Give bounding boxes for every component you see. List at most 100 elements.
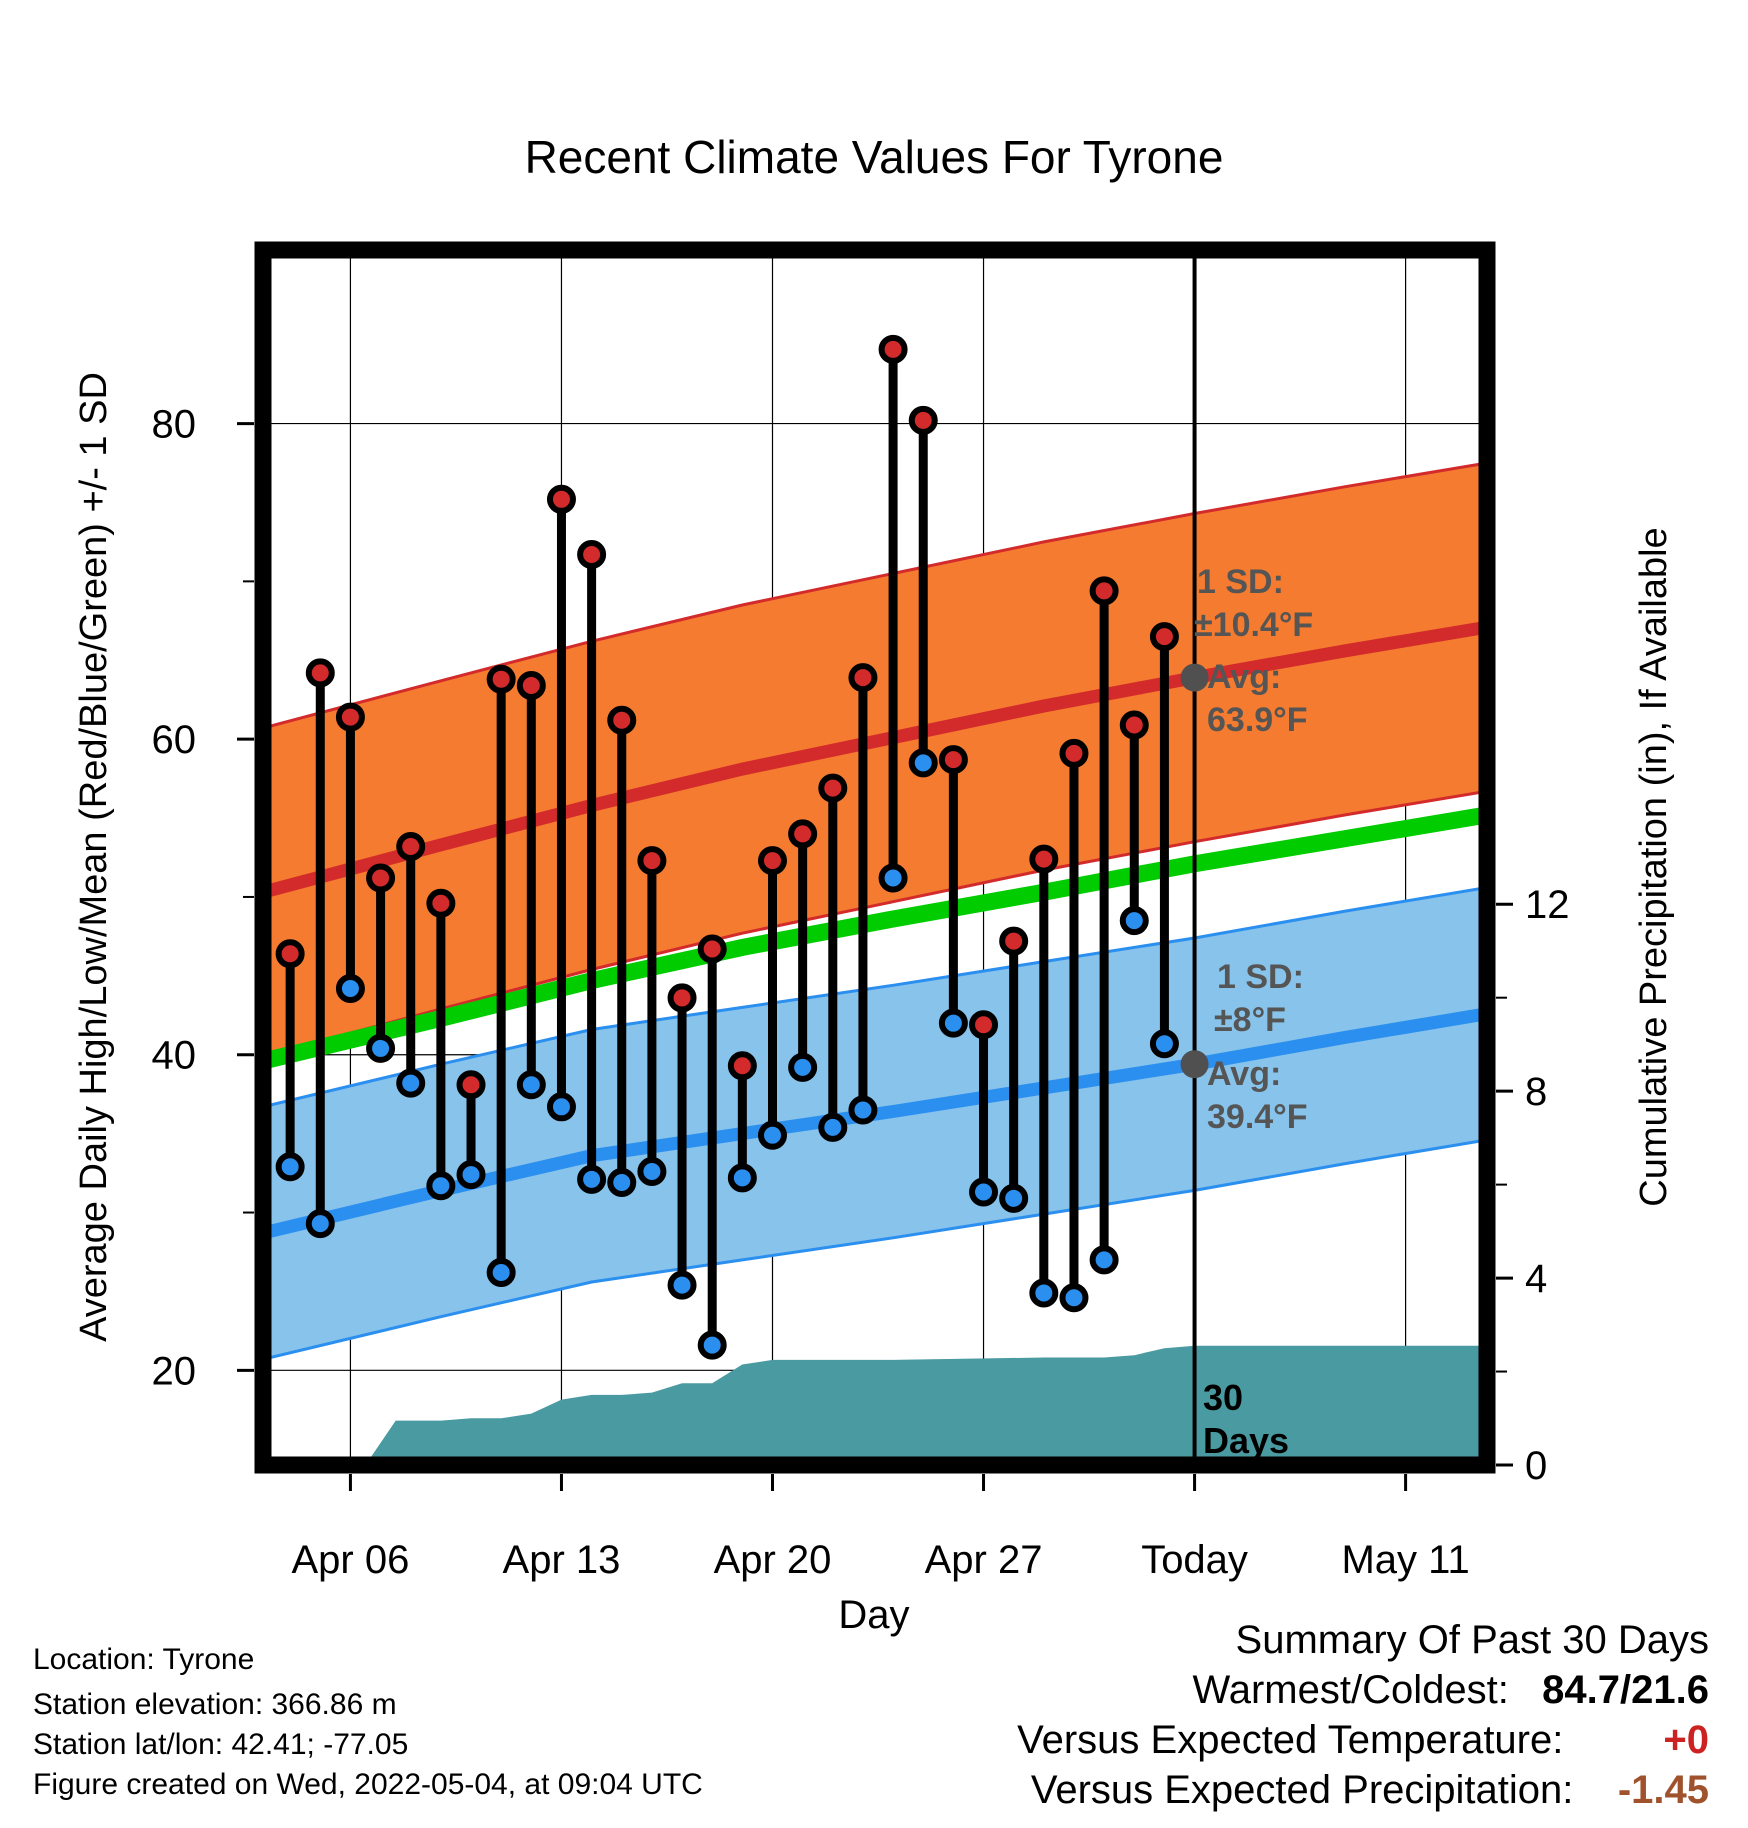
daily-low-point [848,1095,878,1125]
daily-low-point [396,1068,426,1098]
daily-high-point [577,540,607,570]
daily-temperature-series [275,334,1179,1360]
daily-high-point [275,939,305,969]
daily-high-point [818,773,848,803]
daily-low-point [305,1209,335,1239]
daily-low-point [577,1164,607,1194]
daily-high-point [848,663,878,693]
low-band-upper-edge [263,886,1487,1109]
daily-low-point [667,1270,697,1300]
daily-low-point [546,1092,576,1122]
daily-low-point [908,748,938,778]
x-tick-label: Apr 06 [291,1538,409,1582]
daily-high-point [667,983,697,1013]
daily-low-point [938,1008,968,1038]
daily-low-point [757,1120,787,1150]
daily-low-point [637,1157,667,1187]
daily-high-point [637,846,667,876]
high-avg-value: 63.9°F [1207,701,1308,739]
daily-low-point [1089,1245,1119,1275]
x-tick-label: May 11 [1341,1538,1469,1582]
daily-high-point [727,1051,757,1081]
footer-latlon: Station lat/lon: 42.41; -77.05 [33,1728,409,1761]
summary-precip-label: Versus Expected Precipitation: [1030,1768,1574,1812]
daily-high-point [788,819,818,849]
today-avg-low-dot [1180,1050,1209,1079]
cumulative-precipitation-area [263,1345,1487,1465]
y2-tick-label: 0 [1525,1444,1547,1488]
daily-high-point [1149,622,1179,652]
y2-axis-label: Cumulative Precipitation (in), If Availa… [1633,527,1675,1206]
daily-low-point [697,1330,727,1360]
daily-low-point [969,1177,999,1207]
summary-warm-cold-value: 84.7/21.6 [1542,1668,1709,1712]
y2-tick-label: 8 [1525,1070,1547,1114]
daily-low-point [516,1070,546,1100]
daily-high-point [969,1010,999,1040]
footer-location: Location: Tyrone [33,1643,255,1676]
low-sd-band [263,887,1487,1360]
daily-high-point [456,1070,486,1100]
daily-high-point [938,745,968,775]
footer-elevation: Station elevation: 366.86 m [33,1688,397,1721]
daily-low-point [486,1257,516,1287]
daily-high-point [366,863,396,893]
summary-precipitation: Versus Expected Precipitation: -1.45 [1031,1768,1709,1813]
axes: Apr 06 Apr 13 Apr 20 Apr 27 Today May 1120406… [152,403,1570,1582]
y-axis-label: Average Daily High/Low/Mean (Red/Blue/Gr… [73,372,115,1342]
daily-low-point [727,1163,757,1193]
x-tick-label: Apr 20 [714,1538,832,1582]
today-avg-high-dot [1180,663,1209,692]
daily-low-point [1149,1029,1179,1059]
y-tick-label: 80 [152,403,197,447]
daily-high-point [335,702,365,732]
y-tick-label: 40 [152,1034,197,1078]
daily-high-point [908,405,938,435]
plot-frame [254,241,1496,1474]
summary-title: Summary Of Past 30 Days [1235,1618,1709,1662]
daily-low-point [335,973,365,1003]
y2-tick-label: 4 [1525,1257,1547,1301]
annotations: 1 SD: ±10.4°F Avg: 63.9°F 1 SD: ±8°F Avg: 39.4°… [1180,563,1313,1461]
y2-tick-label: 12 [1525,883,1570,927]
y-tick-label: 20 [152,1349,197,1393]
daily-high-point [757,846,787,876]
daily-high-point [1089,576,1119,606]
daily-low-point [607,1168,637,1198]
daily-low-point [818,1112,848,1142]
daily-high-point [426,888,456,918]
daily-low-point [426,1171,456,1201]
normal-bands [263,461,1487,1465]
high-avg-label: Avg: [1207,658,1281,696]
daily-high-point [546,484,576,514]
low-avg-label: Avg: [1207,1055,1281,1093]
daily-high-point [305,658,335,688]
summary-precip-value: -1.45 [1617,1768,1709,1812]
daily-low-point [1029,1278,1059,1308]
low-band-lower-edge [263,1138,1487,1361]
daily-high-point [1059,738,1089,768]
footer-created: Figure created on Wed, 2022-05-04, at 09… [33,1768,703,1801]
daily-low-point [275,1152,305,1182]
normal-mean-line [263,806,1487,1070]
high-band-lower-edge [263,789,1487,1058]
daily-high-point [697,934,727,964]
x-tick-label: Today [1141,1538,1248,1582]
summary-temp-value: +0 [1663,1718,1709,1762]
daily-high-point [607,705,637,735]
daily-high-point [1119,710,1149,740]
summary-temp-label: Versus Expected Temperature: [1017,1718,1564,1762]
precip-days-label-1: 30 [1203,1377,1243,1418]
high-sd-band [263,463,1487,1057]
daily-low-point [1059,1283,1089,1313]
high-sd-value: ±10.4°F [1194,606,1313,644]
daily-low-point [366,1033,396,1063]
y-tick-label: 60 [152,718,197,762]
x-tick-label: Apr 13 [503,1538,621,1582]
daily-low-point [1119,906,1149,936]
precip-days-label-2: Days [1203,1420,1289,1461]
daily-low-point [456,1160,486,1190]
low-sd-label: 1 SD: [1217,958,1304,996]
low-avg-value: 39.4°F [1207,1098,1308,1136]
x-tick-label: Apr 27 [925,1538,1043,1582]
